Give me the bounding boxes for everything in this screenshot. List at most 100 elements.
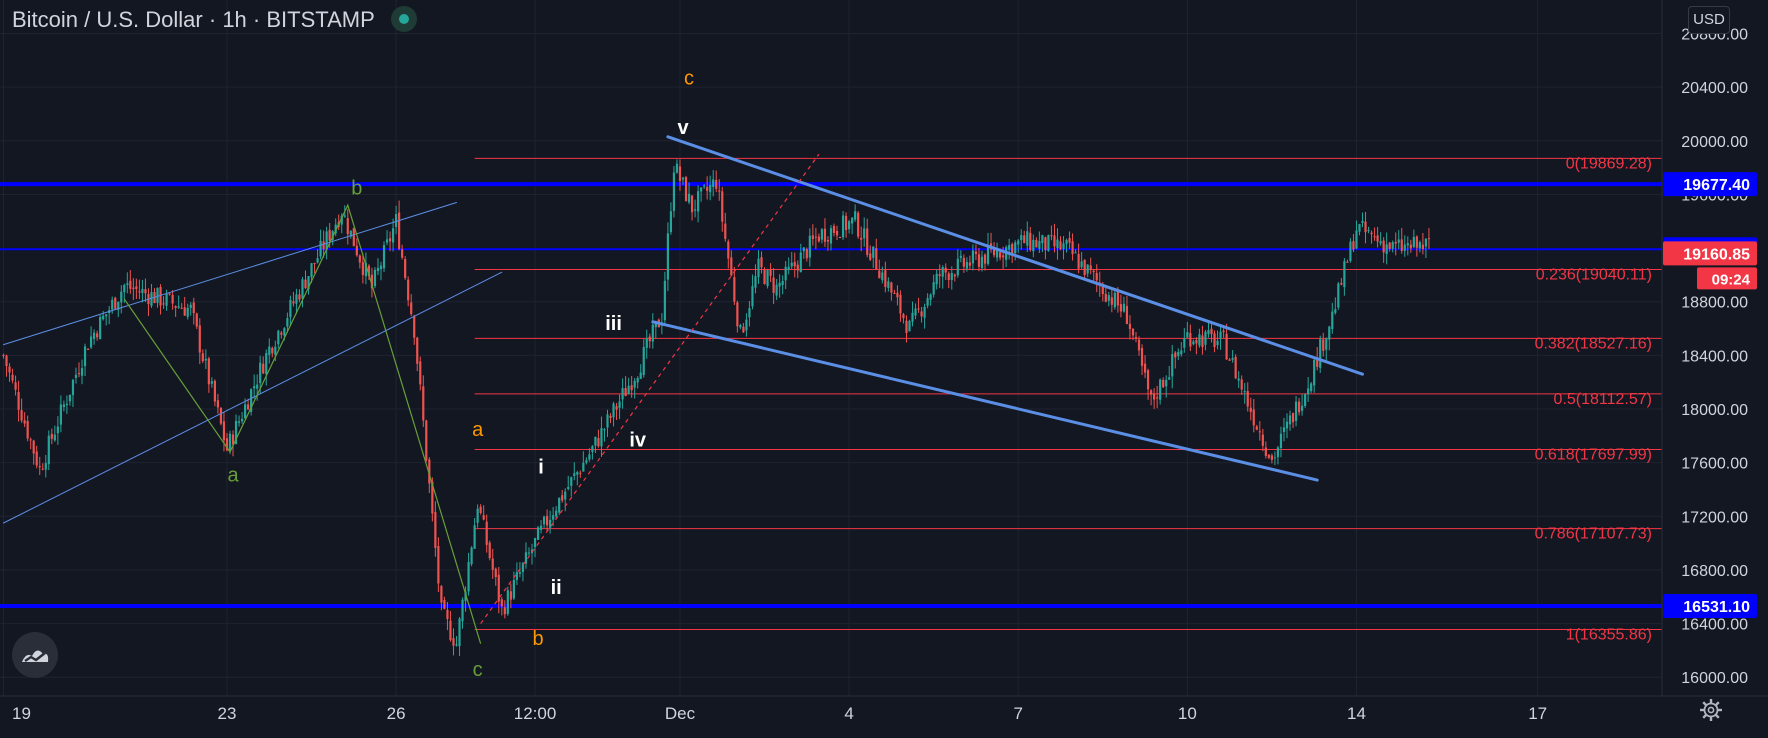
candle-body [198, 325, 201, 353]
candle-body [470, 547, 473, 565]
candle-body [428, 459, 431, 484]
candle-body [549, 519, 552, 528]
candle-body [1415, 236, 1418, 248]
candle-body [956, 258, 959, 276]
candle-body [1011, 243, 1014, 256]
candle-body [908, 320, 911, 332]
candle-body [446, 609, 449, 620]
candle-body [1050, 235, 1053, 237]
candle-body [68, 394, 72, 402]
price-tick-label: 17600.00 [1681, 456, 1748, 473]
candle-body [866, 228, 869, 255]
candle-body [796, 264, 799, 271]
candle-body [283, 328, 286, 336]
candle-body [1316, 359, 1319, 367]
candle-body [1313, 360, 1316, 386]
candle-body [234, 420, 238, 444]
candle-body [385, 239, 389, 243]
candle-body [1379, 241, 1382, 244]
candle-body [1352, 241, 1355, 250]
candle-body [1002, 255, 1005, 258]
time-tick-label: 7 [1013, 704, 1022, 723]
candle-body [1153, 393, 1156, 400]
candle-body [1301, 405, 1304, 411]
candle-body [678, 166, 682, 182]
candle-body [1403, 244, 1406, 251]
candle-body [884, 270, 887, 287]
candle-body [262, 363, 265, 374]
candle-body [1032, 239, 1035, 252]
candle-body [784, 266, 787, 281]
wave-label: i [538, 456, 544, 478]
candle-body [452, 638, 455, 646]
candle-body [192, 302, 195, 314]
candle-body [769, 269, 772, 276]
drawing-trendlines[interactable] [3, 135, 1364, 644]
time-axis[interactable]: 19 23 26 12:00 Dec 4 7 10 14 17 [0, 695, 1768, 738]
candle-body [159, 287, 162, 306]
candle-body [887, 281, 890, 289]
candle-body [401, 249, 404, 258]
candle-body [1192, 341, 1195, 345]
candle-body [687, 193, 691, 203]
candle-body [1367, 230, 1370, 232]
candle-body [425, 420, 428, 461]
last-price-tag [1663, 241, 1757, 266]
candle-body [739, 325, 742, 328]
candle-body [222, 421, 226, 441]
wave-label: a [472, 419, 484, 441]
candle-body [1174, 352, 1177, 358]
candle-body [1273, 457, 1277, 459]
candle-body [1270, 455, 1273, 460]
candle-body [219, 408, 223, 424]
candle-body [1189, 333, 1192, 347]
candle-body [709, 184, 712, 193]
candle-body [920, 311, 923, 317]
candle-body [1240, 379, 1243, 390]
candle-body [247, 404, 250, 410]
price-axis[interactable]: 20800.0020400.0020000.0019600.0018800.00… [1661, 0, 1768, 738]
candle-body [766, 270, 769, 286]
candle-body [621, 388, 624, 400]
candle-body [902, 314, 905, 319]
candle-body [1406, 243, 1409, 246]
candle-body [8, 366, 11, 373]
candle-body [44, 463, 47, 470]
candle-body [195, 313, 198, 327]
candle-body [1080, 261, 1083, 268]
candle-body [848, 221, 851, 230]
chart-title[interactable]: Bitcoin / U.S. Dollar · 1h · BITSTAMP [12, 6, 417, 33]
fib-level-label: 0.382(18527.16) [1535, 335, 1652, 352]
gear-icon[interactable] [1698, 697, 1724, 723]
candle-body [932, 282, 935, 295]
candle-body [561, 495, 564, 501]
candle-body [980, 256, 984, 269]
candle-body [407, 279, 410, 301]
last-price-tag-text: 19160.85 [1683, 246, 1750, 263]
currency-button[interactable]: USD [1688, 6, 1730, 34]
candle-body [1364, 221, 1367, 233]
candle-body [1101, 283, 1104, 295]
candle-body [636, 377, 639, 383]
candle-body [999, 252, 1002, 258]
candle-body [177, 306, 180, 308]
candle-body [171, 294, 174, 304]
market-status-dot-icon[interactable] [390, 6, 417, 33]
candle-body [443, 599, 446, 609]
candle-body [458, 618, 461, 647]
candle-body [111, 299, 114, 310]
candle-body [271, 347, 274, 354]
candle-body [1294, 401, 1298, 421]
candle-body [304, 279, 307, 289]
candle-body [1337, 283, 1340, 308]
candle-body [703, 185, 706, 187]
candle-body [1304, 394, 1307, 406]
candle-body [829, 228, 833, 244]
candle-body [530, 549, 534, 554]
candle-body [1328, 326, 1331, 340]
tradingview-logo-icon[interactable] [12, 632, 58, 678]
wave-label: v [677, 117, 689, 139]
candle-body [1140, 347, 1144, 366]
fibonacci-retracement[interactable]: 0(19869.28) 0.236(19040.11) 0.382(18527.16… [474, 155, 1662, 644]
